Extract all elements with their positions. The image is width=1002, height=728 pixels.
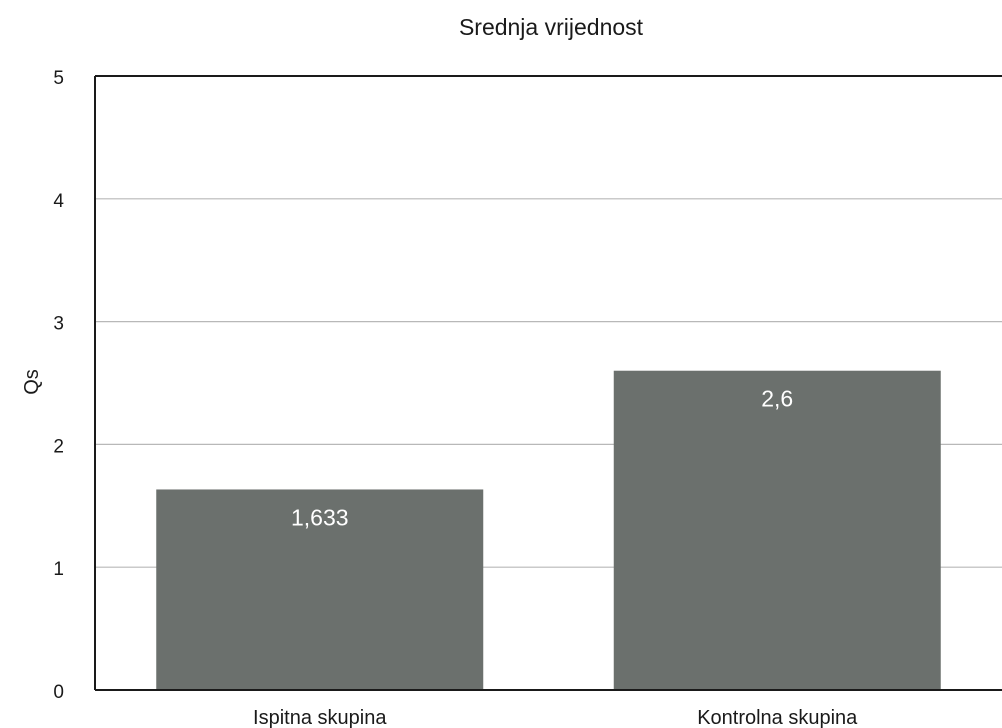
data-label: 2,6: [761, 386, 793, 412]
y-tick-label: 5: [53, 68, 64, 89]
data-labels: 1,633 2,6: [291, 386, 793, 531]
y-tick-label: 0: [53, 682, 64, 703]
axes: [94, 75, 1002, 691]
y-tick-label: 3: [53, 314, 64, 335]
bars: [156, 370, 941, 690]
chart-title: Srednja vrijednost: [458, 14, 644, 40]
data-label: 1,633: [291, 504, 349, 530]
y-tick-label: 1: [53, 559, 64, 580]
x-tick-label: Kontrolna skupina: [697, 707, 858, 728]
x-tick-label: Ispitna skupina: [253, 707, 387, 728]
bar: [613, 370, 941, 690]
y-axis-label: Qs: [21, 369, 43, 395]
tick-labels: 0 1 2 3 4 5 Ispitna skupina Kontrolna skupina: [53, 68, 858, 728]
bar: [156, 489, 484, 690]
y-tick-label: 4: [53, 191, 64, 212]
y-tick-label: 2: [53, 436, 64, 457]
